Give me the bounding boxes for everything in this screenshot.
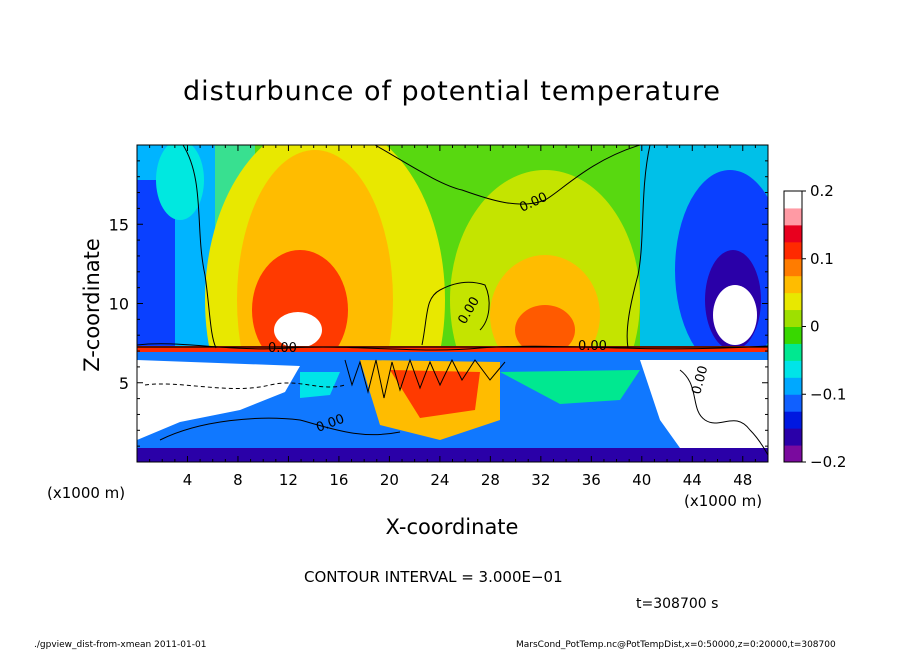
x-axis-label: X-coordinate [385,515,519,539]
contour-inversion-wave [137,343,768,351]
colorbar-tick-label: 0 [810,318,820,336]
x-tick-label: 32 [531,471,550,489]
y-tick-label: 15 [109,215,129,234]
colorbar-swatch [784,326,802,344]
x-axis: 4 8 12 16 20 24 28 32 36 40 44 48 [149,145,756,489]
x-tick-label: 4 [183,471,193,489]
colorbar-swatch [784,377,802,395]
region-lower-white-right [640,360,768,462]
contour-negative-left [144,382,346,390]
contour-zero-left [182,145,217,349]
region-lower-white-left [137,360,300,440]
region-max-left [274,312,322,348]
time-label: t=308700 s [636,596,719,612]
region-anomaly-right [713,285,757,345]
colorbar-swatch [784,191,802,209]
colorbar-swatch [784,343,802,361]
x-tick-label: 24 [430,471,449,489]
x-tick-label: 40 [632,471,651,489]
contour-interval-label: CONTOUR INTERVAL = 3.000E−01 [304,568,563,586]
plot-area [137,145,768,462]
contour-lower-right [679,369,768,456]
colorbar-swatch [784,445,802,463]
colorbar-tick-label: −0.2 [810,453,846,471]
colorbar-tick-label: 0.1 [810,250,834,268]
region-cyan-left [156,145,204,220]
x-unit-label-left: (x1000 m) [47,484,126,502]
colorbar-swatch [784,207,802,226]
y-axis: 5 10 15 [109,160,768,447]
contour-lower-left [159,417,401,441]
contour-convective [344,358,506,399]
contour-zero-right [626,145,651,349]
region-lower-hot-center [390,370,480,418]
footer-data-source: MarsCond_PotTemp.nc@PotTempDist,x=0:5000… [516,640,836,650]
contour-label: 0.00 [578,339,607,354]
colorbar-swatch [784,292,802,311]
contour-zero-upper [374,145,641,205]
x-tick-label: 20 [380,471,399,489]
colorbar-swatch [784,360,802,378]
colorbar-swatch [784,428,802,446]
x-tick-label: 28 [481,471,500,489]
contour-label: 0.00 [689,364,711,396]
x-unit-label-right: (x1000 m) [684,492,763,510]
colorbar-swatch [784,258,802,277]
colorbar-tick-label: −0.1 [810,385,846,403]
region-surface-band [137,448,768,462]
chart-title: disturbunce of potential temperature [183,76,721,107]
y-tick-label: 10 [109,295,129,314]
colorbar-swatch [784,224,802,243]
colorbar-swatch [784,275,802,294]
footer-script-name: ./gpview_dist-from-xmean 2011-01-01 [34,640,207,650]
y-tick-label: 5 [119,374,129,393]
colorbar-swatch [784,411,802,429]
colorbar-tick-label: 0.2 [810,182,834,200]
colorbar-swatch [784,394,802,412]
colorbar-swatch [784,241,802,260]
x-tick-label: 44 [683,471,702,489]
colorbar: 0.2 0.1 0 −0.1 −0.2 [783,182,846,471]
x-tick-label: 8 [233,471,243,489]
x-tick-label: 48 [733,471,752,489]
colorbar-swatch [784,309,802,327]
region-lower-green-right [500,370,640,404]
region-hot-left [252,250,348,370]
region-inversion-band [137,346,768,352]
region-hot-right [515,305,575,355]
region-lower-cyan-left [300,372,340,398]
contour-zero-island [421,281,490,346]
x-tick-label: 36 [582,471,601,489]
x-tick-label: 12 [279,471,298,489]
x-tick-label: 16 [329,471,348,489]
contour-label: 0.00 [268,341,297,356]
